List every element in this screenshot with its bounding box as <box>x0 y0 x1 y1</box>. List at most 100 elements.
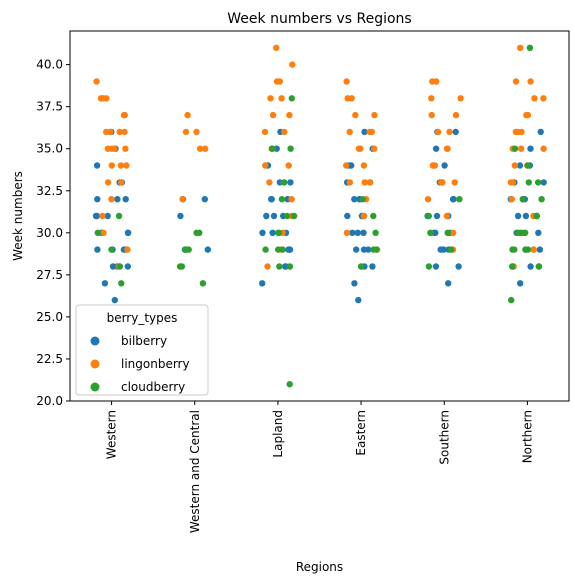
point-lingonberry <box>439 179 445 185</box>
point-lingonberry <box>540 95 546 101</box>
point-bilberry <box>205 246 211 252</box>
point-lingonberry <box>273 45 279 51</box>
point-bilberry <box>94 196 100 202</box>
point-lingonberry <box>262 129 268 135</box>
point-bilberry <box>453 129 459 135</box>
legend-title: berry_types <box>107 311 178 325</box>
point-cloudberry <box>116 213 122 219</box>
point-bilberry <box>433 146 439 152</box>
point-lingonberry <box>430 162 436 168</box>
point-bilberry <box>517 280 523 286</box>
y-tick-label: 27.5 <box>36 268 63 282</box>
point-lingonberry <box>366 129 372 135</box>
point-cloudberry <box>280 246 286 252</box>
point-bilberry <box>438 246 444 252</box>
y-tick-label: 25.0 <box>36 310 63 324</box>
point-lingonberry <box>512 162 518 168</box>
chart-title: Week numbers vs Regions <box>227 11 411 27</box>
point-lingonberry <box>286 112 292 118</box>
point-lingonberry <box>122 146 128 152</box>
point-bilberry <box>125 263 131 269</box>
point-lingonberry <box>93 78 99 84</box>
point-bilberry <box>434 213 440 219</box>
point-cloudberry <box>284 213 290 219</box>
point-cloudberry <box>291 213 297 219</box>
y-tick-label: 32.5 <box>36 184 63 198</box>
point-lingonberry <box>111 146 117 152</box>
point-lingonberry <box>277 78 283 84</box>
point-bilberry <box>515 213 521 219</box>
point-lingonberry <box>509 196 515 202</box>
point-bilberry <box>541 179 547 185</box>
point-lingonberry <box>193 129 199 135</box>
point-lingonberry <box>517 45 523 51</box>
point-cloudberry <box>426 263 432 269</box>
point-bilberry <box>527 146 533 152</box>
point-cloudberry <box>117 263 123 269</box>
point-lingonberry <box>361 162 367 168</box>
point-cloudberry <box>535 179 541 185</box>
point-lingonberry <box>123 162 129 168</box>
point-cloudberry <box>269 146 275 152</box>
point-lingonberry <box>371 146 377 152</box>
point-lingonberry <box>105 146 111 152</box>
point-lingonberry <box>281 129 287 135</box>
point-cloudberry <box>508 297 514 303</box>
y-tick-label: 30.0 <box>36 226 63 240</box>
point-bilberry <box>259 230 265 236</box>
point-lingonberry <box>117 129 123 135</box>
point-lingonberry <box>179 196 185 202</box>
point-cloudberry <box>536 263 542 269</box>
point-lingonberry <box>99 213 105 219</box>
legend-marker-lingonberry <box>91 360 100 369</box>
point-lingonberry <box>344 230 350 236</box>
point-lingonberry <box>183 129 189 135</box>
point-cloudberry <box>184 246 190 252</box>
point-lingonberry <box>356 146 362 152</box>
point-cloudberry <box>526 179 532 185</box>
point-lingonberry <box>124 246 130 252</box>
point-lingonberry <box>371 112 377 118</box>
point-lingonberry <box>103 95 109 101</box>
point-lingonberry <box>267 95 273 101</box>
point-cloudberry <box>276 230 282 236</box>
y-tick-label: 37.5 <box>36 100 63 114</box>
point-cloudberry <box>287 263 293 269</box>
point-cloudberry <box>360 196 366 202</box>
point-bilberry <box>441 162 447 168</box>
point-lingonberry <box>266 179 272 185</box>
legend-entry-bilberry: bilberry <box>121 334 167 348</box>
point-lingonberry <box>105 179 111 185</box>
point-cloudberry <box>445 230 451 236</box>
point-bilberry <box>523 213 529 219</box>
point-bilberry <box>369 263 375 269</box>
point-lingonberry <box>525 112 531 118</box>
legend-marker-cloudberry <box>91 383 100 392</box>
point-lingonberry <box>270 112 276 118</box>
x-axis-label: Regions <box>296 560 343 574</box>
point-bilberry <box>535 230 541 236</box>
point-bilberry <box>271 213 277 219</box>
point-lingonberry <box>425 196 431 202</box>
point-bilberry <box>102 280 108 286</box>
point-lingonberry <box>513 78 519 84</box>
point-lingonberry <box>100 230 106 236</box>
point-lingonberry <box>121 112 127 118</box>
point-cloudberry <box>287 381 293 387</box>
point-lingonberry <box>446 129 452 135</box>
point-cloudberry <box>179 263 185 269</box>
point-cloudberry <box>118 280 124 286</box>
point-cloudberry <box>108 246 114 252</box>
point-bilberry <box>433 263 439 269</box>
point-cloudberry <box>262 246 268 252</box>
point-lingonberry <box>429 112 435 118</box>
legend-entry-cloudberry: cloudberry <box>121 380 185 394</box>
point-lingonberry <box>343 162 349 168</box>
point-cloudberry <box>372 230 378 236</box>
point-lingonberry <box>103 129 109 135</box>
point-cloudberry <box>426 213 432 219</box>
point-bilberry <box>112 297 118 303</box>
point-bilberry <box>351 280 357 286</box>
point-bilberry <box>94 246 100 252</box>
point-bilberry <box>450 196 456 202</box>
